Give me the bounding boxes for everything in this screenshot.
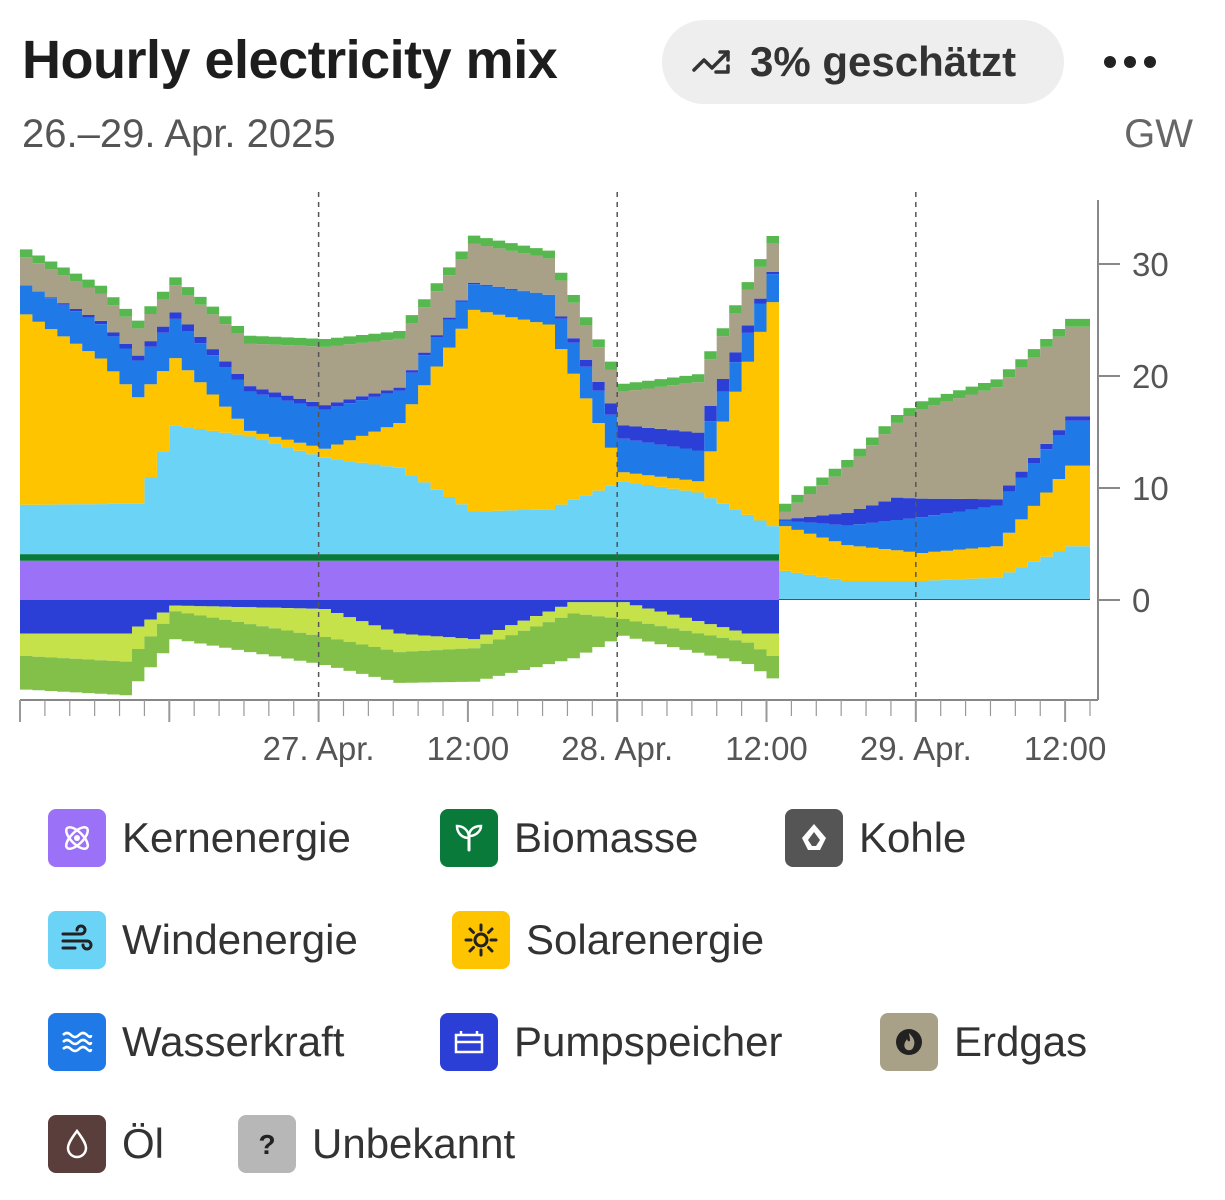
area-wind[interactable] — [20, 425, 1090, 599]
legend-label: Kernenergie — [122, 814, 351, 861]
legend-label: Wasserkraft — [122, 1018, 345, 1065]
question-icon: ? — [238, 1115, 296, 1173]
legend-label: Windenergie — [122, 916, 358, 963]
legend-label: Unbekannt — [312, 1120, 516, 1167]
legend-item-unbekannt[interactable]: ? Unbekannt — [238, 1114, 515, 1174]
more-dot-icon — [1144, 56, 1156, 68]
coal-icon — [785, 809, 843, 867]
estimate-badge[interactable]: 3% geschätzt — [662, 20, 1064, 104]
day-gridlines — [317, 192, 917, 720]
unit-label: GW — [1124, 112, 1193, 156]
x-tick-label: 12:00 — [1024, 730, 1107, 767]
y-tick-label: 10 — [1132, 470, 1169, 507]
page-title: Hourly electricity mix — [22, 30, 558, 90]
date-range: 26.–29. Apr. 2025 — [22, 112, 336, 156]
legend-label: Kohle — [859, 814, 967, 861]
area-exports_a[interactable] — [20, 600, 1090, 662]
wind-icon — [48, 911, 106, 969]
legend-item-pumpspeicher[interactable]: Pumpspeicher — [440, 1012, 782, 1072]
area-solar[interactable] — [20, 302, 1090, 581]
x-axis: 27. Apr. 12:00 28. Apr. 12:00 29. Apr. 12:00 — [19, 699, 1107, 767]
legend-item-biomasse[interactable]: Biomasse — [440, 808, 698, 868]
x-tick-label: 28. Apr. — [561, 730, 673, 767]
sprout-icon — [440, 809, 498, 867]
electricity-mix-chart[interactable]: 0 10 20 30 27. Apr. 12:00 28. Apr. 12:00 29. Ap… — [0, 180, 1225, 780]
area-nuclear[interactable] — [20, 560, 1090, 600]
more-dot-icon — [1124, 56, 1136, 68]
legend-item-erdgas[interactable]: Erdgas — [880, 1012, 1087, 1072]
x-tick-label: 29. Apr. — [860, 730, 972, 767]
flame-icon — [880, 1013, 938, 1071]
more-dot-icon — [1104, 56, 1116, 68]
legend-item-windenergie[interactable]: Windenergie — [48, 910, 358, 970]
legend-label: Biomasse — [514, 814, 699, 861]
legend-item-solarenergie[interactable]: Solarenergie — [452, 910, 764, 970]
y-axis: 0 10 20 30 — [1097, 200, 1169, 700]
oil-drop-icon — [48, 1115, 106, 1173]
area-hydro[interactable] — [20, 274, 1090, 553]
battery-icon — [440, 1013, 498, 1071]
legend-label: Erdgas — [954, 1018, 1088, 1065]
area-gas[interactable] — [20, 243, 1090, 520]
atom-icon — [48, 809, 106, 867]
legend-item-öl[interactable]: Öl — [48, 1114, 164, 1174]
legend-item-wasserkraft[interactable]: Wasserkraft — [48, 1012, 344, 1072]
x-tick-label: 12:00 — [725, 730, 808, 767]
y-tick-label: 30 — [1132, 246, 1169, 283]
x-tick-label: 12:00 — [427, 730, 510, 767]
x-tick-label: 27. Apr. — [263, 730, 375, 767]
waves-icon — [48, 1013, 106, 1071]
area-exports_b[interactable] — [20, 600, 1090, 696]
estimate-label: 3% geschätzt — [750, 38, 1017, 85]
stacked-areas — [20, 235, 1090, 696]
legend-label: Pumpspeicher — [514, 1018, 783, 1065]
trend-shuffle-icon — [690, 40, 734, 84]
more-menu-button[interactable] — [1090, 40, 1170, 84]
legend-item-kernenergie[interactable]: Kernenergie — [48, 808, 351, 868]
sun-icon — [452, 911, 510, 969]
area-pumped[interactable] — [20, 271, 1090, 526]
area-biomass[interactable] — [20, 554, 1090, 600]
legend-label: Öl — [122, 1120, 164, 1167]
svg-text:?: ? — [258, 1129, 275, 1160]
legend-label: Solarenergie — [526, 916, 765, 963]
y-tick-label: 0 — [1132, 582, 1150, 619]
legend-item-kohle[interactable]: Kohle — [785, 808, 966, 868]
y-tick-label: 20 — [1132, 358, 1169, 395]
